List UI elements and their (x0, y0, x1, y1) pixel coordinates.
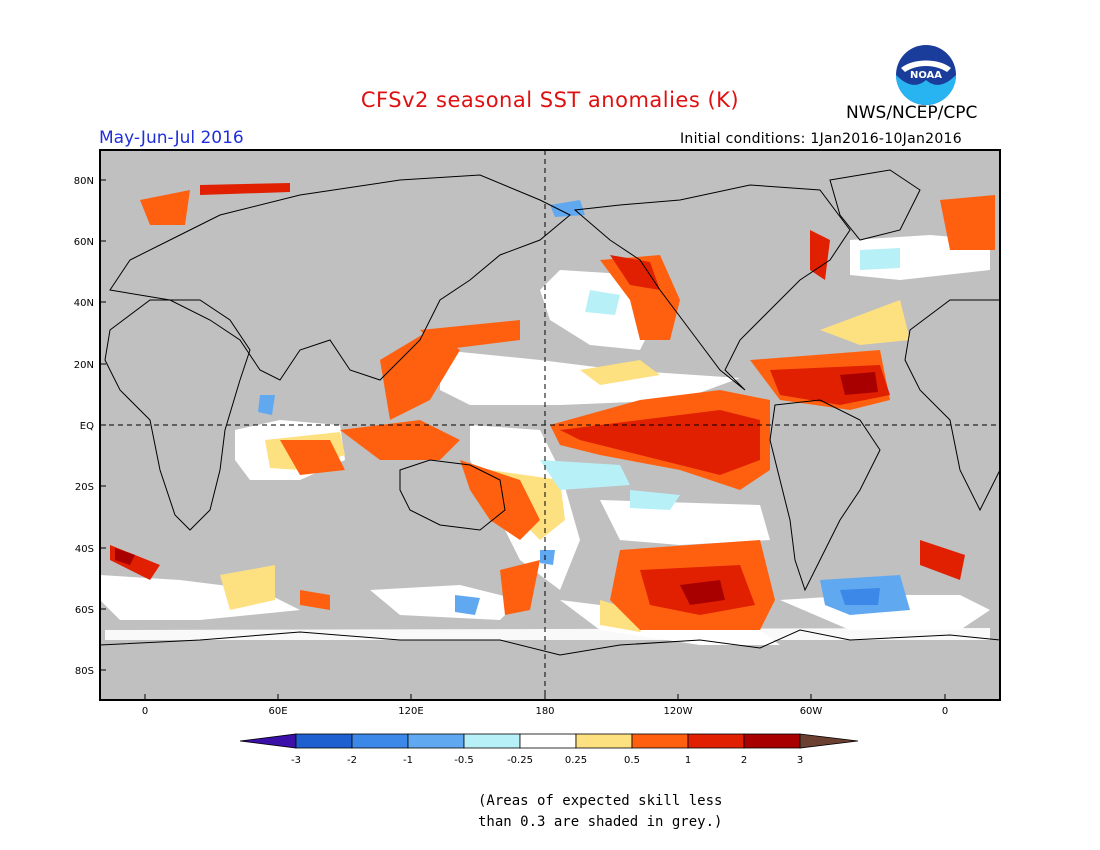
colorbar-segment (463, 733, 521, 749)
colorbar-segment (743, 733, 801, 749)
lat-tick-label: EQ (80, 421, 94, 432)
map-title: CFSv2 seasonal SST anomalies (K) (360, 88, 740, 112)
lat-tick-label: 40S (75, 544, 94, 555)
latitude-axis: 80N 60N 40N 20N EQ 20S 40S 60S 80S (74, 176, 106, 677)
initial-conditions: Initial conditions: 1Jan2016-10Jan2016 (680, 131, 962, 147)
lat-tick-label: 20S (75, 482, 94, 493)
lon-tick-label: 60E (268, 706, 287, 717)
australia-outline (399, 459, 506, 531)
lat-tick-label: 80N (74, 176, 94, 187)
colorbar-right-arrow (799, 733, 859, 749)
lat-tick-label: 60N (74, 237, 94, 248)
africa-outline (104, 299, 251, 531)
north-america-outline (573, 184, 851, 391)
eurasia-outline (109, 174, 571, 381)
colorbar-label: 0.25 (565, 755, 587, 766)
colorbar-segment (519, 733, 577, 749)
longitude-axis: 0 60E 120E 180 120W 60W 0 (142, 694, 948, 717)
colorbar-label: -3 (291, 755, 301, 766)
colorbar: -3 -2 -1 -0.5 -0.25 0.25 0.5 1 2 3 (239, 733, 859, 766)
colorbar-label: 0.5 (624, 755, 640, 766)
anomaly-neg-0.25-neg-0.5-regions (540, 248, 900, 510)
skill-note: (Areas of expected skill less than 0.3 a… (478, 791, 722, 833)
coastlines (99, 169, 1001, 656)
colorbar-label: 1 (685, 755, 691, 766)
colorbar-left-arrow (239, 733, 297, 749)
lat-tick-label: 60S (75, 605, 94, 616)
colorbar-label: -1 (403, 755, 413, 766)
colorbar-segment (687, 733, 745, 749)
anomaly-2-3-regions (115, 372, 878, 605)
lon-tick-label: 120E (398, 706, 423, 717)
noaa-logo: NOAA (896, 45, 956, 105)
lon-tick-label: 60W (800, 706, 823, 717)
lon-tick-label: 180 (535, 706, 554, 717)
colorbar-label: -0.25 (507, 755, 533, 766)
colorbar-label: -0.5 (454, 755, 474, 766)
noaa-logo-text: NOAA (910, 70, 942, 81)
colorbar-segment (351, 733, 409, 749)
colorbar-label: -2 (347, 755, 357, 766)
colorbar-label: 3 (797, 755, 803, 766)
africa-wrap-outline (904, 299, 1001, 512)
lon-tick-label: 0 (142, 706, 148, 717)
lat-tick-label: 40N (74, 298, 94, 309)
lat-tick-label: 20N (74, 360, 94, 371)
greenland-outline (829, 169, 921, 241)
agency-label: NWS/NCEP/CPC (846, 103, 978, 123)
colorbar-segment (631, 733, 689, 749)
anomaly-neg-1-neg-2-regions (840, 588, 880, 605)
colorbar-label: 2 (741, 755, 747, 766)
antarctica-outline (99, 629, 1001, 656)
skill-note-line-1: (Areas of expected skill less (478, 793, 723, 809)
lat-tick-label: 80S (75, 666, 94, 677)
south-america-outline (769, 399, 881, 592)
colorbar-segment (407, 733, 465, 749)
forecast-period: May-Jun-Jul 2016 (99, 128, 244, 148)
skill-note-line-2: than 0.3 are shaded in grey.) (478, 814, 723, 830)
colorbar-segment (575, 733, 633, 749)
colorbar-segment (295, 733, 353, 749)
lon-tick-label: 120W (664, 706, 693, 717)
lon-tick-label: 0 (942, 706, 948, 717)
